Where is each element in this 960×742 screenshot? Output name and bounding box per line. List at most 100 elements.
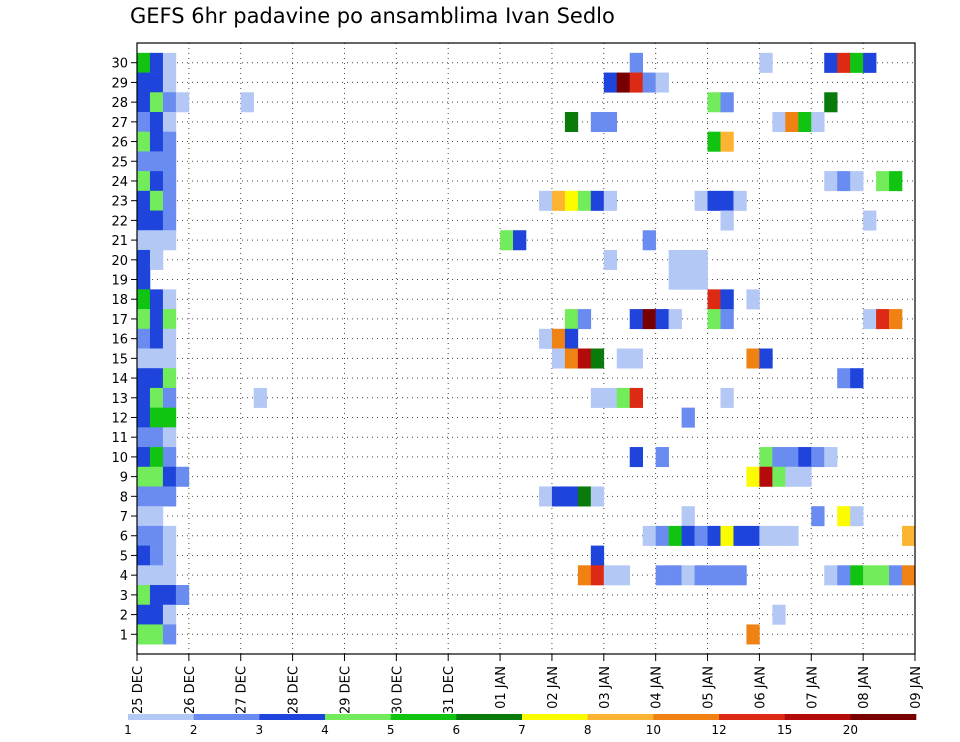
heatmap-cell — [668, 269, 682, 290]
heatmap-cell — [162, 624, 177, 645]
heatmap-cell — [149, 506, 164, 527]
heatmap-cell — [759, 447, 773, 468]
heatmap-cell — [655, 447, 669, 468]
heatmap-cell — [785, 525, 799, 546]
heatmap-cell — [162, 466, 177, 487]
x-tick-label: 27 DEC — [235, 666, 250, 714]
y-tick-label: 16 — [111, 333, 128, 348]
colorbar-label: 3 — [256, 723, 264, 737]
heatmap-cell — [824, 92, 838, 113]
x-tick-label: 09 JAN — [909, 666, 924, 709]
heatmap-cell — [162, 387, 177, 408]
x-tick-label: 08 JAN — [857, 666, 872, 709]
heatmap-cell — [137, 131, 151, 152]
heatmap-cell — [889, 565, 903, 586]
heatmap-cell — [551, 348, 566, 369]
colorbar-segment — [193, 714, 260, 720]
heatmap-cell — [162, 52, 177, 73]
heatmap-cell — [149, 348, 164, 369]
heatmap-cell — [551, 486, 566, 507]
x-tick-label: 31 DEC — [442, 666, 457, 714]
heatmap-cell — [720, 289, 734, 310]
heatmap-cell — [837, 506, 851, 527]
heatmap-cell — [137, 190, 151, 211]
heatmap-cell — [564, 348, 579, 369]
heatmap-cell — [149, 92, 164, 113]
heatmap-cell — [137, 585, 151, 606]
heatmap-cell — [137, 249, 151, 270]
heatmap-cell — [137, 210, 151, 231]
heatmap-cell — [655, 525, 669, 546]
heatmap-cell — [629, 447, 643, 468]
heatmap-cell — [149, 585, 164, 606]
heatmap-cell — [149, 624, 164, 645]
heatmap-cell — [564, 309, 579, 330]
x-tick-label: 28 DEC — [287, 666, 302, 714]
heatmap-cell — [629, 52, 643, 73]
heatmap-cell — [564, 486, 579, 507]
y-tick-label: 23 — [111, 195, 128, 210]
heatmap-cell — [538, 190, 553, 211]
heatmap-cell — [785, 466, 799, 487]
heatmap-cell — [149, 230, 164, 251]
x-tick-label: 26 DEC — [183, 666, 198, 714]
y-tick-label: 1 — [120, 628, 128, 643]
heatmap-cell — [720, 131, 734, 152]
heatmap-cell — [137, 407, 151, 428]
colorbar-segment — [522, 714, 588, 720]
heatmap-cell — [162, 585, 177, 606]
colorbar-label: 5 — [387, 723, 395, 737]
heatmap-cell — [149, 151, 164, 172]
heatmap-cell — [149, 407, 164, 428]
heatmap-cell — [590, 545, 605, 566]
heatmap-cell — [798, 466, 812, 487]
heatmap-cell — [137, 368, 151, 389]
heatmap-cell — [863, 565, 877, 586]
heatmap-cell — [694, 525, 708, 546]
heatmap-cell — [629, 72, 643, 93]
heatmap-cell — [616, 387, 631, 408]
heatmap-cell — [162, 525, 177, 546]
heatmap-cell — [707, 289, 721, 310]
heatmap-cell — [137, 427, 151, 448]
heatmap-cell — [137, 604, 151, 625]
heatmap-cell — [694, 269, 708, 290]
heatmap-cell — [149, 111, 164, 132]
heatmap-cell — [137, 565, 151, 586]
heatmap-cell — [785, 111, 799, 132]
heatmap-cell — [837, 565, 851, 586]
colorbar-segment — [325, 714, 391, 720]
plot-frame — [136, 42, 916, 655]
y-tick-label: 30 — [111, 57, 128, 72]
heatmap-cell — [137, 72, 151, 93]
heatmap-cell — [720, 92, 734, 113]
heatmap-cell — [137, 92, 151, 113]
heatmap-cell — [162, 151, 177, 172]
colorbar-label: 1 — [124, 723, 132, 737]
colorbar-label: 6 — [453, 723, 461, 737]
y-tick-label: 21 — [111, 234, 128, 249]
heatmap-cell — [785, 447, 799, 468]
heatmap-cell — [707, 190, 721, 211]
heatmap-cell — [642, 525, 656, 546]
y-tick-label: 25 — [111, 155, 128, 170]
heatmap-cell — [824, 565, 838, 586]
heatmap-cell — [137, 111, 151, 132]
heatmap-cell — [720, 565, 734, 586]
heatmap-cell — [137, 289, 151, 310]
heatmap-cell — [603, 387, 618, 408]
heatmap-cell — [733, 190, 747, 211]
heatmap-cell — [850, 368, 864, 389]
heatmap-cell — [811, 506, 825, 527]
heatmap-cell — [772, 604, 786, 625]
heatmap-cell — [162, 427, 177, 448]
heatmap-cell — [149, 249, 164, 270]
heatmap-cell — [149, 368, 164, 389]
x-tick-label: 07 JAN — [805, 666, 820, 709]
heatmap-cell — [876, 171, 890, 192]
heatmap-cell — [902, 525, 916, 546]
heatmap-cell — [720, 387, 734, 408]
heatmap-cell — [746, 525, 760, 546]
heatmap-cell — [616, 565, 631, 586]
x-tick-label: 30 DEC — [390, 666, 405, 714]
